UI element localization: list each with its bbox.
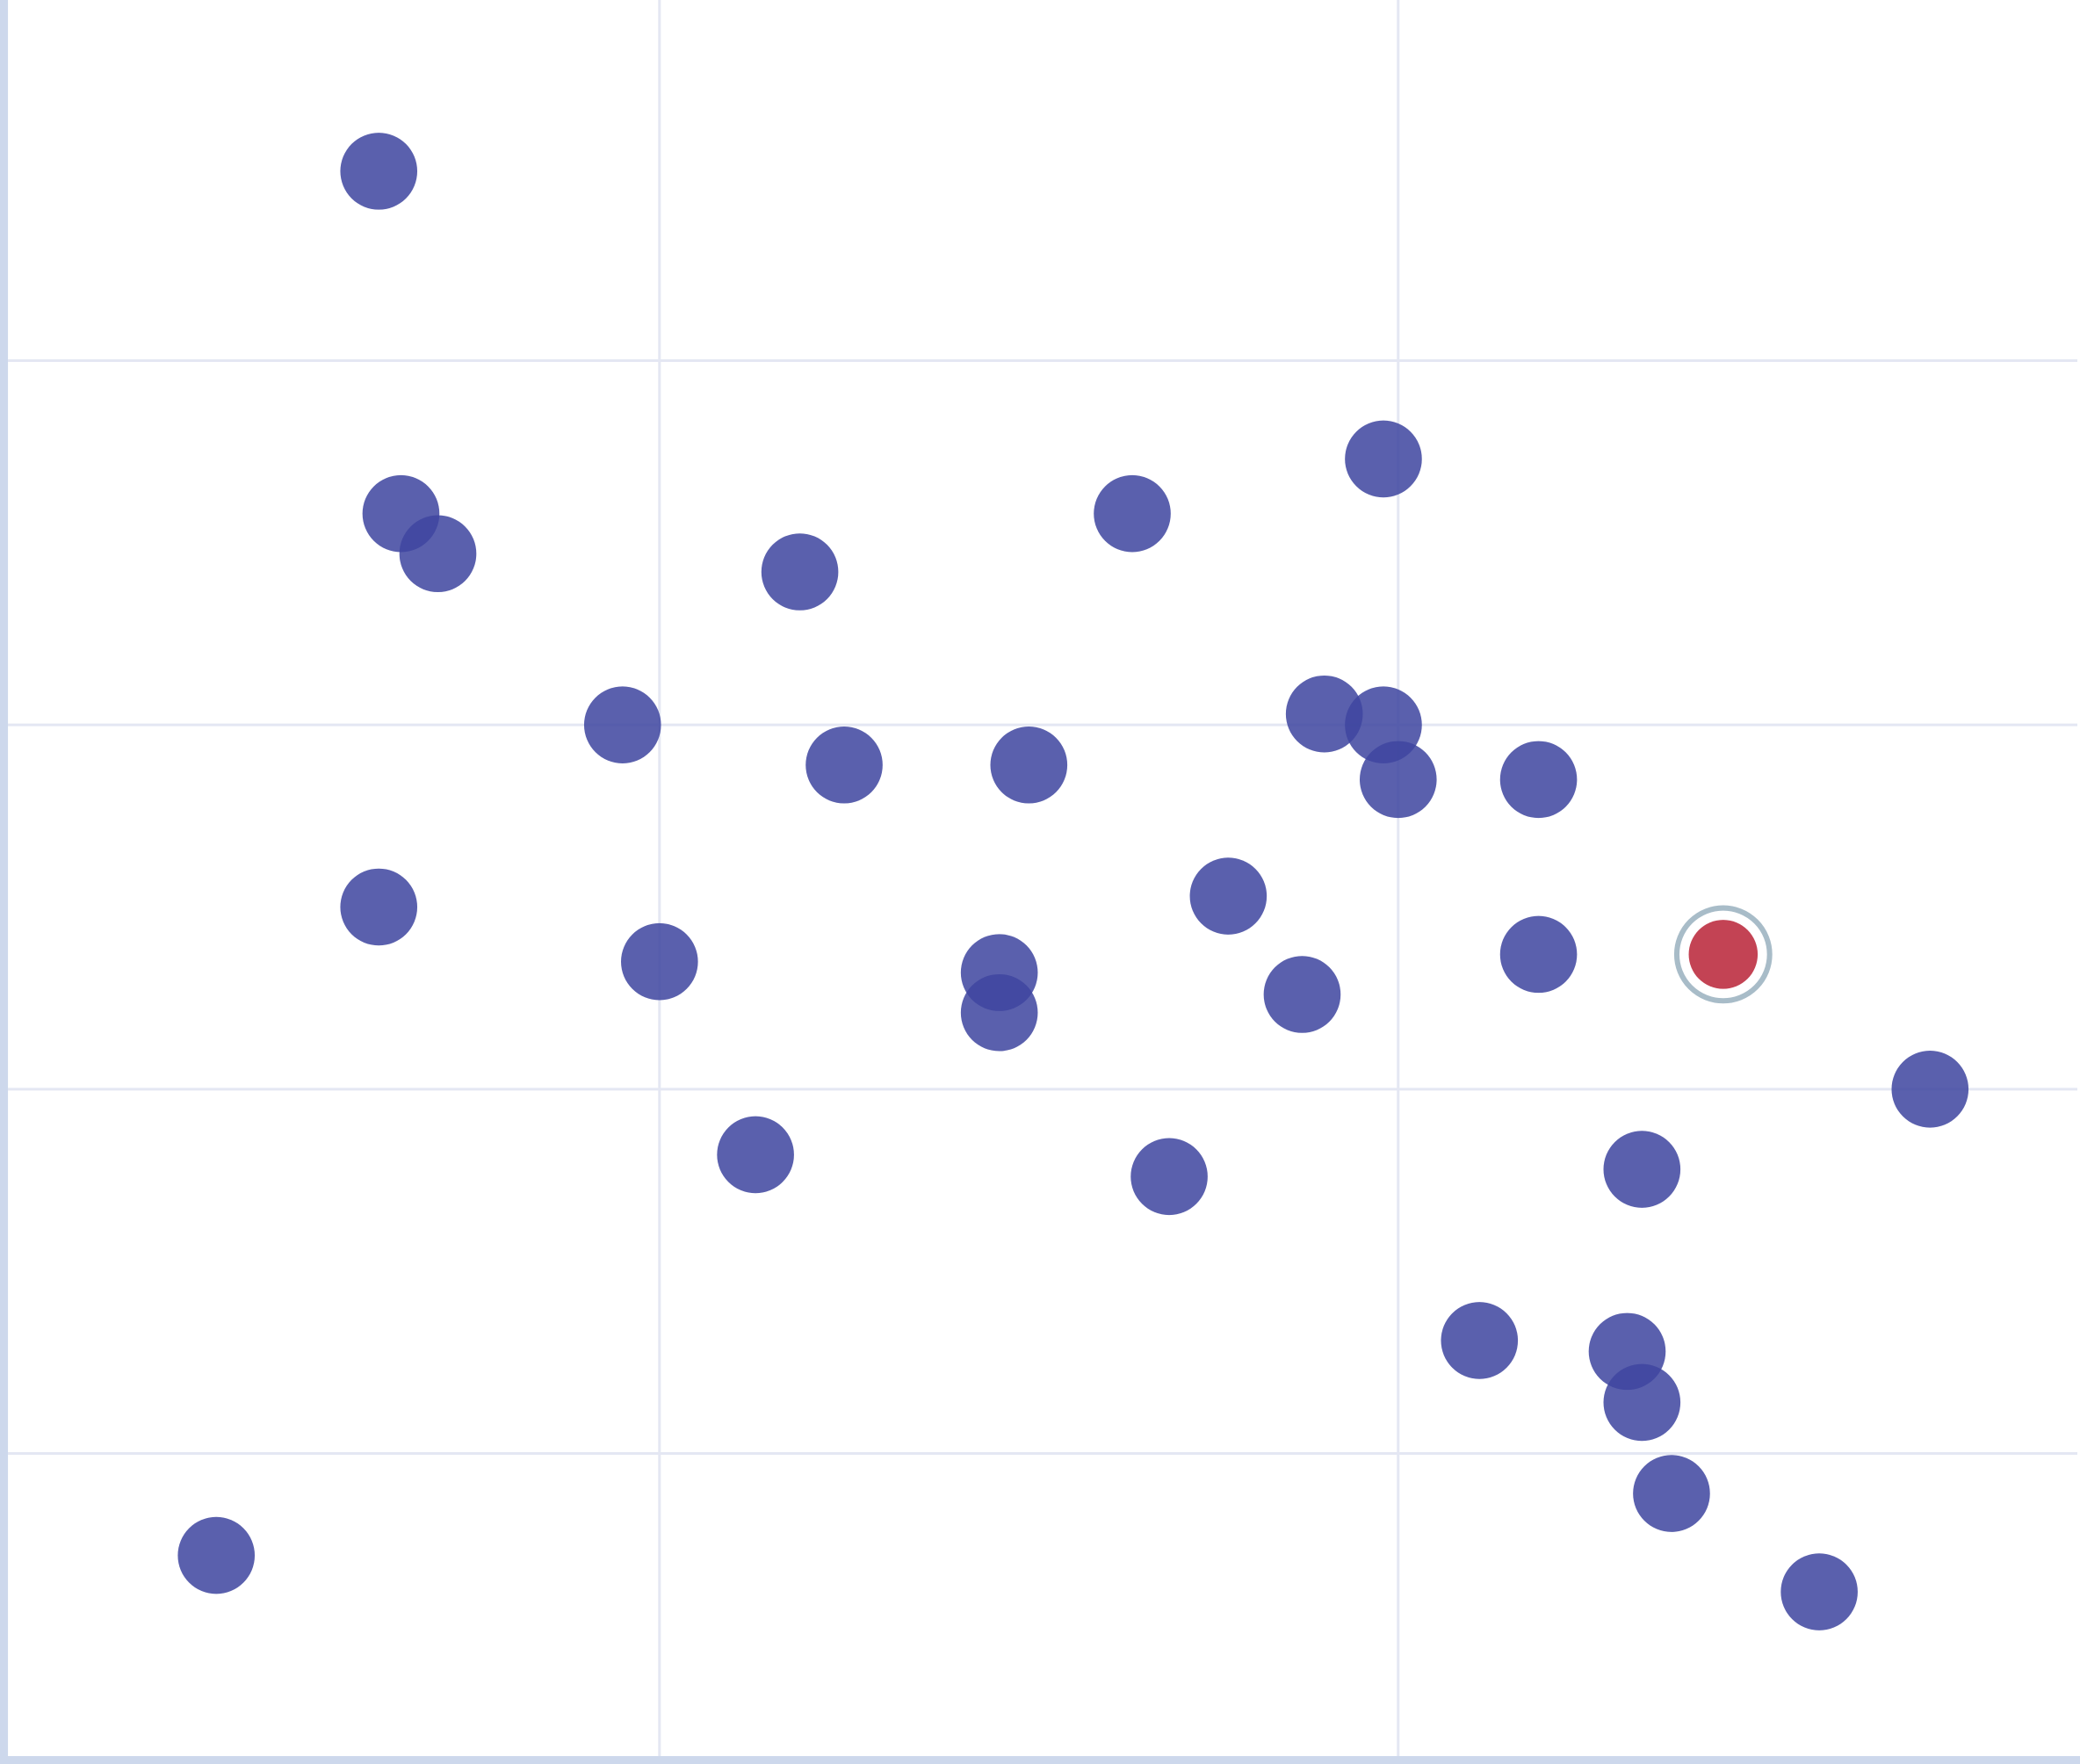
scatter-point bbox=[583, 686, 661, 763]
scatter-point bbox=[1441, 1302, 1519, 1379]
scatter-point bbox=[1603, 1131, 1681, 1208]
highlighted-point bbox=[1688, 920, 1759, 989]
scatter-point bbox=[1633, 1455, 1710, 1532]
scatter-point bbox=[399, 515, 477, 593]
gridlines bbox=[8, 0, 2077, 1759]
scatter-point bbox=[1189, 857, 1268, 935]
scatter-point bbox=[621, 922, 698, 1001]
scatter-point bbox=[1359, 741, 1437, 819]
scatter-point bbox=[1345, 420, 1422, 498]
scatter-point bbox=[1603, 1363, 1681, 1442]
data-points bbox=[177, 133, 1969, 1630]
scatter-point bbox=[1263, 956, 1341, 1033]
scatter-point bbox=[990, 726, 1068, 804]
scatter-point bbox=[1094, 474, 1171, 553]
scatter-point bbox=[1499, 741, 1578, 819]
scatter-point bbox=[1285, 675, 1363, 753]
scatter-point bbox=[960, 973, 1038, 1052]
scatter-point bbox=[1891, 1051, 1969, 1128]
scatter-point bbox=[761, 533, 839, 611]
scatter-point bbox=[1499, 915, 1578, 994]
scatter-point bbox=[177, 1516, 256, 1594]
scatter-point bbox=[805, 726, 883, 804]
scatter-point bbox=[340, 133, 418, 210]
scatter-point bbox=[717, 1116, 794, 1194]
scatter-point bbox=[1130, 1138, 1208, 1216]
scatter-point bbox=[1780, 1553, 1858, 1630]
scatter-point bbox=[340, 868, 418, 946]
